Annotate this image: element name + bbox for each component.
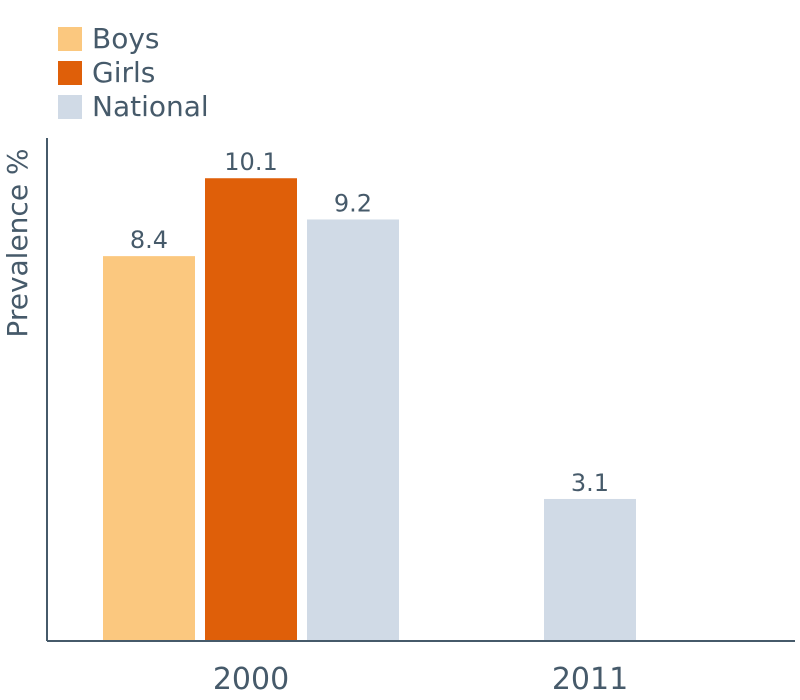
legend-item-boys: Boys [58,22,209,56]
legend-item-national: National [58,90,209,124]
bar-national-2000 [307,219,399,642]
bar-girls-2000 [205,178,297,641]
bar-labels-group: 8.4 10.1 9.2 3.1 [130,148,609,497]
bar-national-2011 [544,498,636,641]
bar-label-national-2011: 3.1 [571,469,609,497]
legend-item-girls: Girls [58,56,209,90]
x-tick-label-2000: 2000 [213,662,289,697]
legend-swatch-boys [58,27,82,51]
legend-swatch-national [58,95,82,119]
legend: Boys Girls National [58,22,209,124]
legend-label-girls: Girls [92,56,156,89]
bar-label-boys-2000: 8.4 [130,226,168,254]
bars-group [103,178,636,642]
bar-label-girls-2000: 10.1 [224,148,277,176]
legend-label-boys: Boys [92,22,160,55]
legend-label-national: National [92,90,209,123]
legend-swatch-girls [58,61,82,85]
bar-boys-2000 [103,256,195,641]
bar-label-national-2000: 9.2 [334,189,372,217]
x-tick-labels: 2000 2011 [213,662,628,697]
x-tick-label-2011: 2011 [552,662,628,697]
y-axis-label: Prevalence % [1,148,34,337]
